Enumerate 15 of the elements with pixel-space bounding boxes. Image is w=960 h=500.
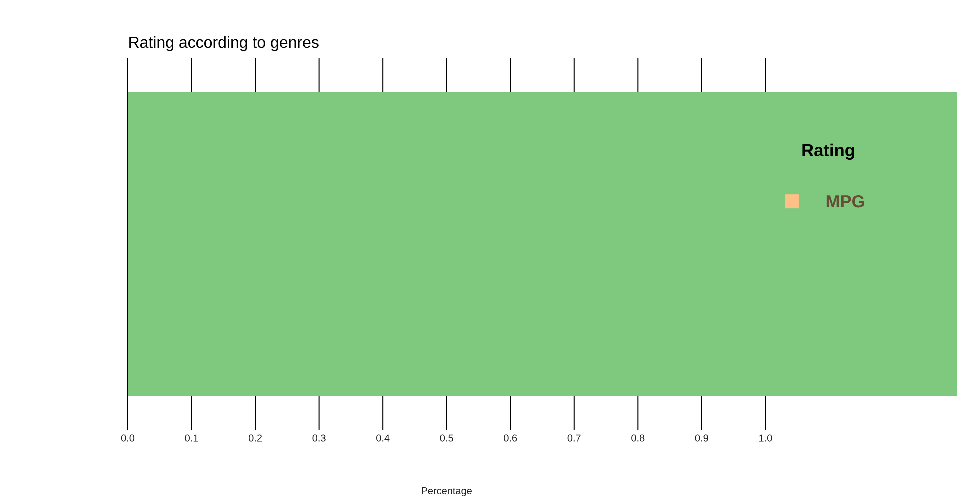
x-tick-label: 0.7 bbox=[568, 434, 581, 442]
x-tick-label: 0.8 bbox=[632, 434, 645, 442]
legend-title: Rating bbox=[802, 144, 854, 160]
x-tick-label: 0.6 bbox=[504, 434, 518, 442]
x-tick-label: 0.3 bbox=[312, 434, 326, 442]
x-axis-title: Percentage bbox=[422, 488, 472, 496]
legend-label: MPG bbox=[826, 195, 864, 208]
x-tick-label: 1.0 bbox=[760, 434, 772, 442]
x-tick-label: 0.4 bbox=[376, 434, 390, 442]
x-tick-label: 0.2 bbox=[248, 434, 262, 442]
x-tick-label: 0.5 bbox=[440, 434, 454, 442]
x-tick-label: 0.0 bbox=[121, 434, 135, 442]
chart-title: Rating according to genres bbox=[130, 36, 319, 52]
x-tick-label: 0.1 bbox=[185, 434, 198, 442]
x-tick-label: 0.9 bbox=[695, 434, 708, 442]
